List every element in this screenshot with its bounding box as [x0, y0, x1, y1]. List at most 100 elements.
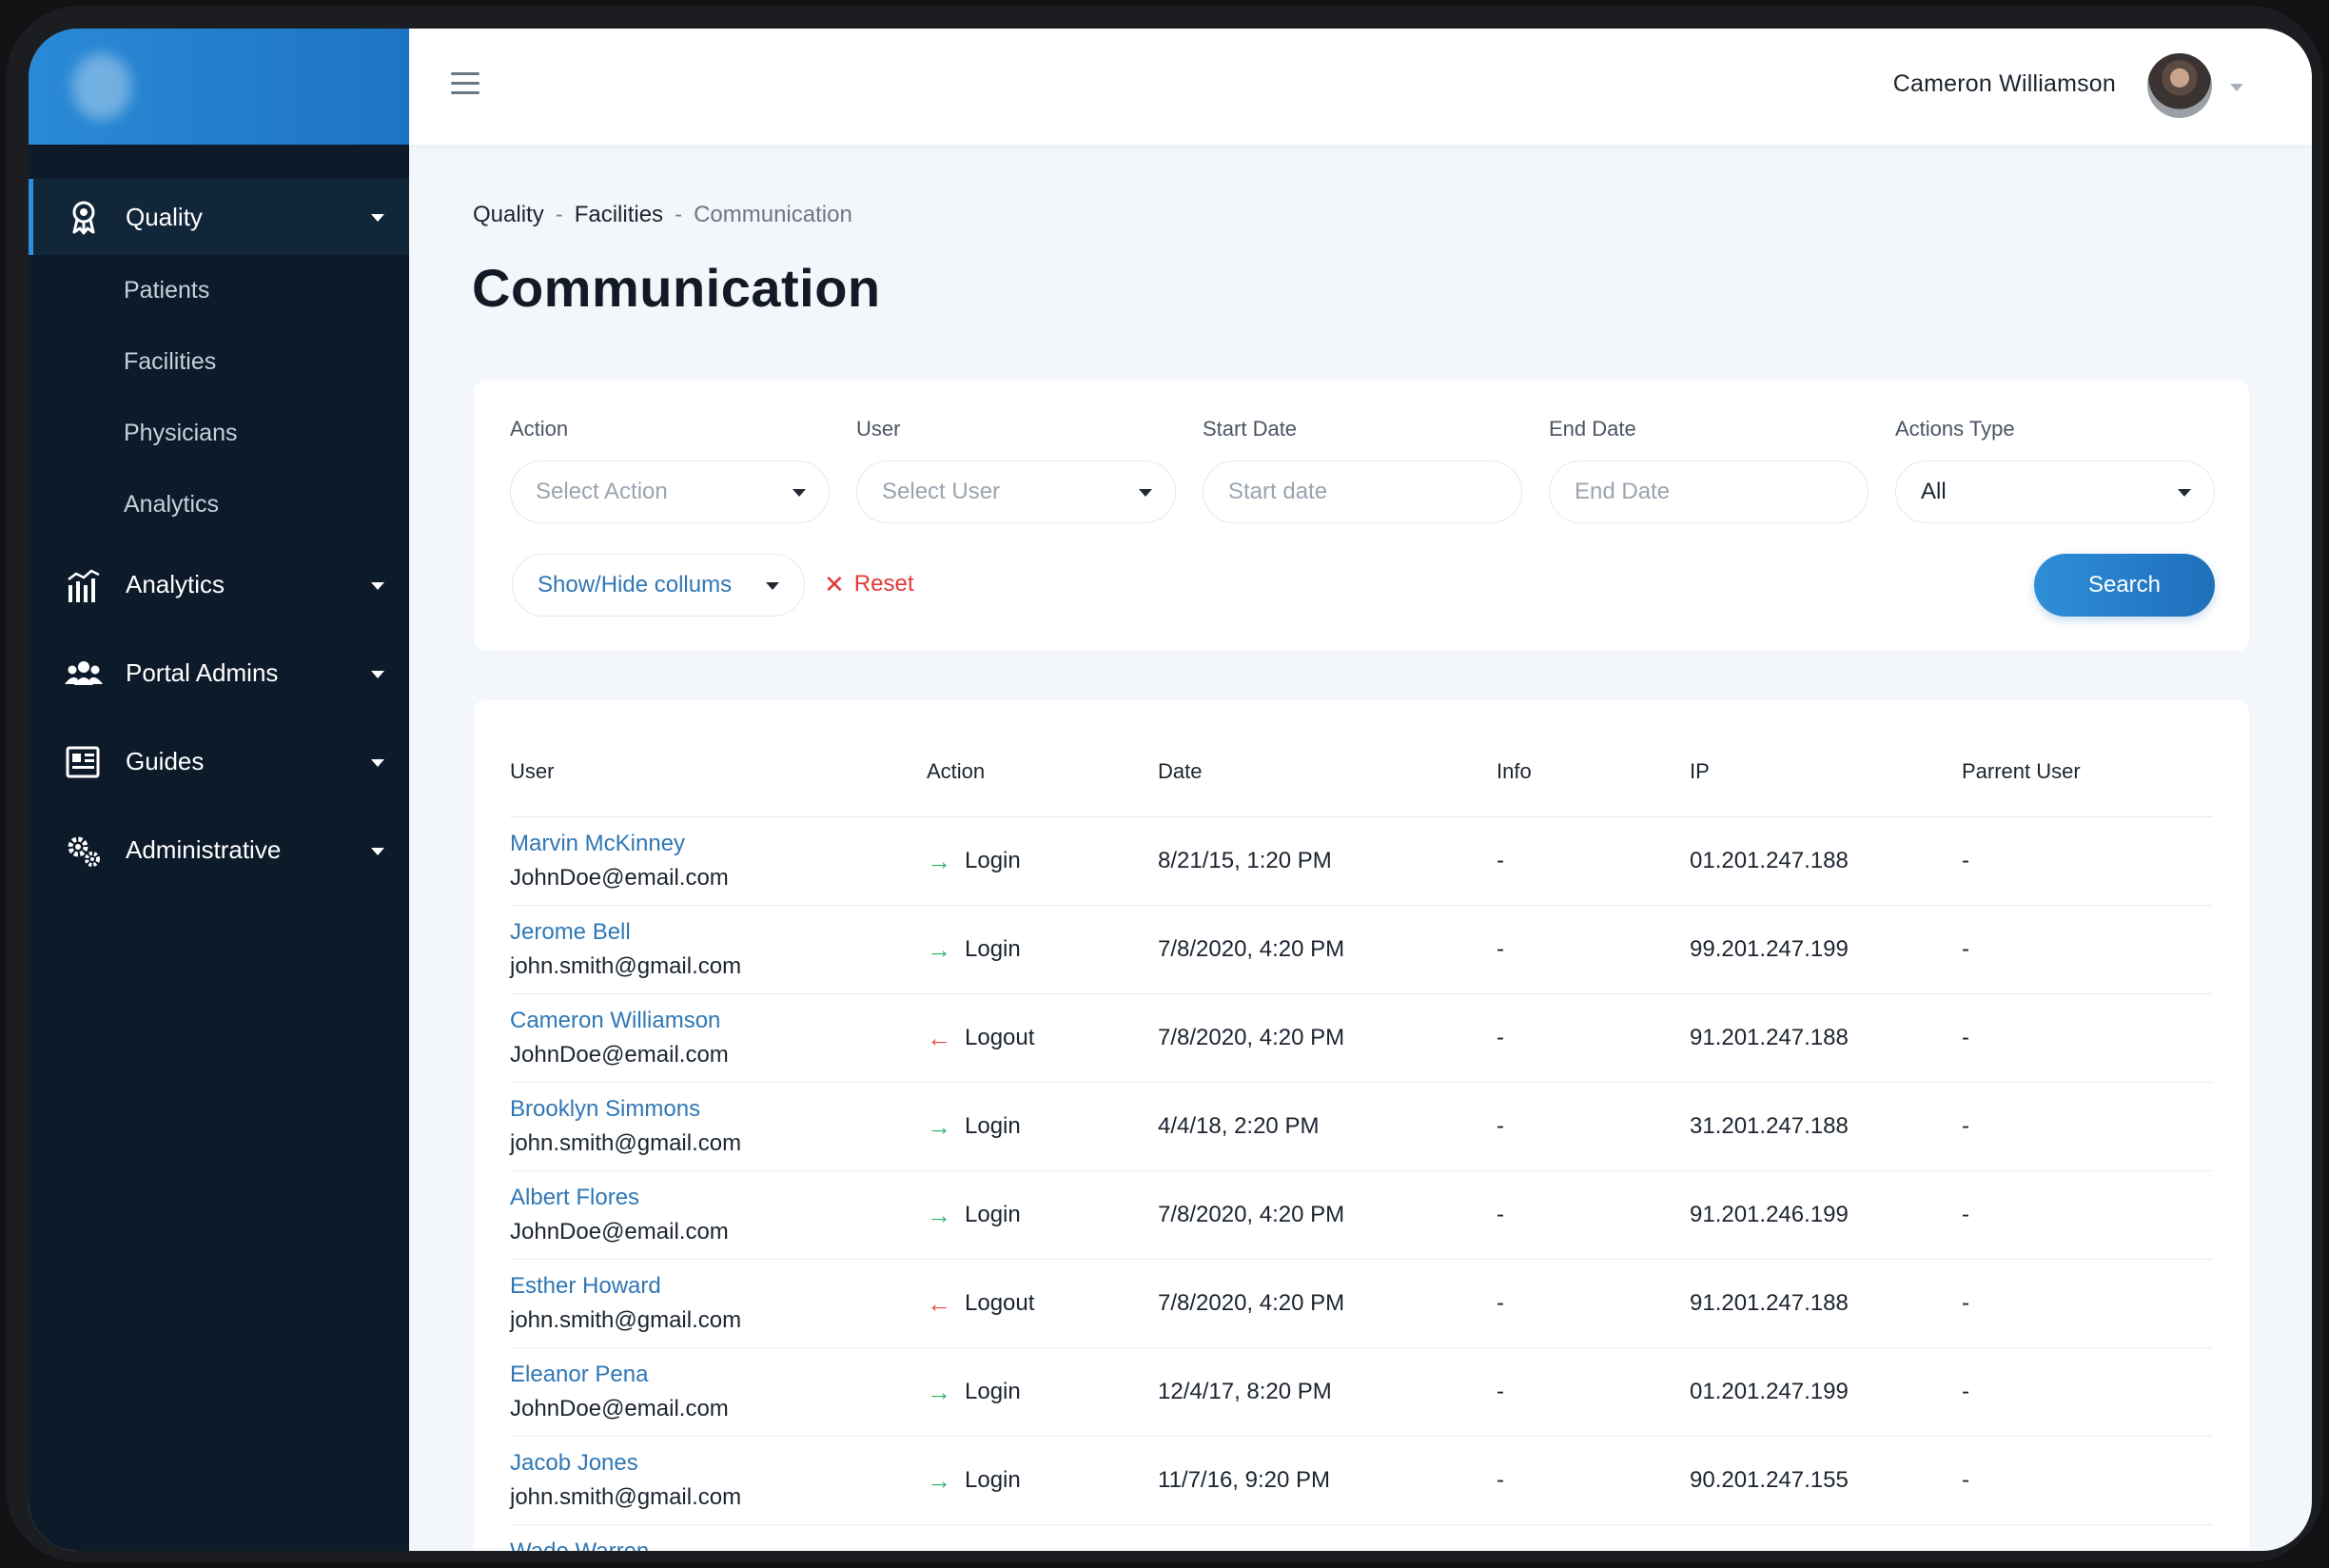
- column-header-user[interactable]: User: [510, 727, 927, 817]
- date-cell: 8/21/15, 1:20 PM: [1158, 816, 1497, 906]
- end-date-label: End Date: [1549, 417, 1636, 441]
- user-name-link[interactable]: Esther Howard: [510, 1272, 661, 1299]
- date-cell: 7/8/2020, 4:20 PM: [1158, 1524, 1497, 1551]
- action-cell: →Login: [927, 1436, 1158, 1525]
- sidebar-item-quality[interactable]: Quality: [29, 179, 409, 255]
- user-cell: Eleanor Pena JohnDoe@email.com: [510, 1347, 927, 1437]
- date-cell: 7/8/2020, 4:20 PM: [1158, 1259, 1497, 1348]
- action-select-placeholder: Select Action: [536, 479, 668, 504]
- table-row[interactable]: Wade Warrenjohn.smith@gmail.com→Login7/8…: [510, 1524, 2213, 1551]
- sidebar-item-administrative[interactable]: Administrative: [29, 806, 409, 894]
- user-name-link[interactable]: Wade Warren: [510, 1538, 650, 1552]
- user-email: john.smith@gmail.com: [510, 952, 742, 979]
- user-name-link[interactable]: Jerome Bell: [510, 918, 631, 945]
- sidebar-subitem-analytics[interactable]: Analytics: [124, 491, 220, 518]
- actions-type-select[interactable]: All: [1895, 461, 2215, 523]
- user-cell: Albert Flores JohnDoe@email.com: [510, 1170, 927, 1260]
- action-label: Login: [965, 935, 1021, 962]
- sidebar-subitem-physicians[interactable]: Physicians: [124, 420, 238, 446]
- breadcrumb: Quality - Facilities - Communication: [473, 202, 852, 228]
- show-hide-columns-label: Show/Hide collums: [538, 572, 733, 598]
- action-label: Logout: [965, 1289, 1035, 1316]
- brand-logo: [72, 53, 131, 120]
- sidebar-item-analytics[interactable]: Analytics: [29, 540, 409, 629]
- app-screen: Quality Patients Facilities Physicians A…: [29, 29, 2312, 1551]
- table-row[interactable]: Cameron Williamson JohnDoe@email.com ← Logo…: [510, 993, 2213, 1083]
- start-date-input[interactable]: Start date: [1203, 461, 1522, 523]
- table-row[interactable]: Esther Howard john.smith@gmail.com ← Logout…: [510, 1259, 2213, 1348]
- show-hide-columns-button[interactable]: Show/Hide collums: [512, 554, 805, 617]
- sidebar-item-label: Portal Admins: [126, 658, 279, 687]
- bar-chart-icon: [68, 569, 100, 602]
- column-header-action[interactable]: Action: [927, 727, 1158, 817]
- arrow-right-icon: →: [927, 1111, 951, 1141]
- end-date-placeholder: End Date: [1575, 479, 1671, 504]
- user-name-link[interactable]: Albert Flores: [510, 1184, 640, 1210]
- user-name-link[interactable]: Brooklyn Simmons: [510, 1095, 701, 1122]
- info-cell: -: [1497, 1259, 1690, 1348]
- user-name-link[interactable]: Eleanor Pena: [510, 1361, 649, 1387]
- page-title: Communication: [472, 258, 881, 318]
- action-label: Login: [965, 1112, 1021, 1139]
- breadcrumb-item[interactable]: Facilities: [574, 202, 664, 227]
- reset-button[interactable]: ✕ Reset: [824, 571, 914, 598]
- ip-cell: 91.201.247.188: [1690, 1524, 1962, 1551]
- column-header-parent-user[interactable]: Parrent User: [1962, 727, 2213, 817]
- chevron-down-icon: [1139, 489, 1152, 497]
- hamburger-menu-icon[interactable]: [451, 72, 480, 95]
- table-row[interactable]: Marvin McKinney JohnDoe@email.com → Login 8/…: [510, 816, 2213, 906]
- main-content: Quality - Facilities - Communication Com…: [409, 145, 2312, 1551]
- date-cell: 7/8/2020, 4:20 PM: [1158, 1170, 1497, 1260]
- reset-label: Reset: [853, 571, 914, 597]
- sidebar-item-portal-admins[interactable]: Portal Admins: [29, 629, 409, 717]
- user-email: JohnDoe@email.com: [510, 1395, 729, 1421]
- action-label: Logout: [965, 1024, 1035, 1050]
- action-cell: →Login: [927, 1347, 1158, 1437]
- sidebar-subitem-facilities[interactable]: Facilities: [124, 348, 217, 375]
- table-row[interactable]: Albert Flores JohnDoe@email.com → Login 7/8/…: [510, 1170, 2213, 1260]
- parent-user-cell: -: [1962, 1082, 2213, 1171]
- start-date-placeholder: Start date: [1228, 479, 1328, 504]
- current-user-name[interactable]: Cameron Williamson: [1892, 70, 2116, 97]
- action-label: Login: [965, 847, 1021, 873]
- sidebar-item-guides[interactable]: Guides: [29, 717, 409, 806]
- filter-panel: Action Select Action User Select User St…: [474, 381, 2249, 651]
- sidebar-subitem-patients[interactable]: Patients: [124, 277, 210, 304]
- breadcrumb-separator: -: [555, 202, 563, 227]
- action-filter-label: Action: [510, 417, 569, 441]
- close-icon: ✕: [824, 570, 845, 598]
- table-row[interactable]: Brooklyn Simmons john.smith@gmail.com → Log…: [510, 1082, 2213, 1171]
- user-name-link[interactable]: Jacob Jones: [510, 1449, 638, 1476]
- ip-cell: 91.201.246.199: [1690, 1170, 1962, 1260]
- arrow-right-icon: →: [927, 1377, 951, 1406]
- table-row[interactable]: Jacob Jones john.smith@gmail.com → Login 11/…: [510, 1436, 2213, 1525]
- user-email: JohnDoe@email.com: [510, 864, 729, 891]
- user-select[interactable]: Select User: [856, 461, 1176, 523]
- action-select[interactable]: Select Action: [510, 461, 830, 523]
- breadcrumb-item[interactable]: Quality: [473, 202, 544, 227]
- search-button[interactable]: Search: [2034, 554, 2215, 617]
- column-header-info[interactable]: Info: [1497, 727, 1690, 817]
- column-header-date[interactable]: Date: [1158, 727, 1497, 817]
- arrow-right-icon: →: [927, 1465, 951, 1495]
- parent-user-cell: -: [1962, 816, 2213, 906]
- ip-cell: 90.201.247.155: [1690, 1436, 1962, 1525]
- sidebar-nav: Quality Patients Facilities Physicians A…: [29, 145, 409, 894]
- user-cell: Cameron Williamson JohnDoe@email.com: [510, 993, 927, 1083]
- end-date-input[interactable]: End Date: [1549, 461, 1869, 523]
- user-name-link[interactable]: Cameron Williamson: [510, 1007, 721, 1033]
- user-name-link[interactable]: Marvin McKinney: [510, 830, 686, 856]
- actions-type-label: Actions Type: [1895, 417, 2015, 441]
- sidebar-item-label: Quality: [126, 202, 203, 231]
- chevron-down-icon[interactable]: [2230, 84, 2243, 91]
- table-row[interactable]: Eleanor Pena JohnDoe@email.com → Login 12/4/…: [510, 1347, 2213, 1437]
- action-cell: →Login: [927, 1524, 1158, 1551]
- parent-user-cell: -: [1962, 1347, 2213, 1437]
- table-body: Marvin McKinney JohnDoe@email.com → Login 8/…: [510, 816, 2213, 1551]
- table-row[interactable]: Jerome Bell john.smith@gmail.com → Login 7/8…: [510, 905, 2213, 994]
- avatar[interactable]: [2147, 53, 2212, 118]
- guide-icon: [66, 746, 100, 777]
- parent-user-cell: -: [1962, 1259, 2213, 1348]
- column-header-ip[interactable]: IP: [1690, 727, 1962, 817]
- chevron-down-icon: [371, 214, 384, 222]
